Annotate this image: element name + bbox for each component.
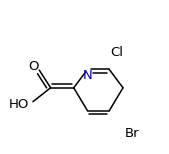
Text: N: N (83, 69, 92, 82)
Text: Cl: Cl (110, 46, 123, 59)
Text: Br: Br (125, 128, 139, 140)
Text: HO: HO (9, 98, 29, 111)
Text: O: O (28, 60, 39, 73)
